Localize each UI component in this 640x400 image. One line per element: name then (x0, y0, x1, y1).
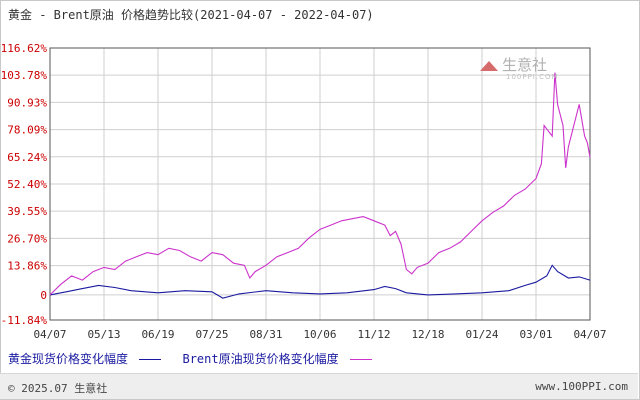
series-line-brent (49, 72, 591, 296)
y-tick-label: 116.62% (1, 42, 48, 55)
y-tick-label: 13.86% (7, 260, 47, 273)
legend-item-brent: Brent原油现货价格变化幅度 (182, 350, 372, 367)
legend: 黄金现货价格变化幅度 Brent原油现货价格变化幅度 (8, 350, 386, 367)
legend-swatch-brent (349, 359, 372, 360)
y-tick-label: 0 (40, 289, 47, 302)
x-tick-label: 04/07 (573, 328, 606, 341)
chart-title: 黄金 - Brent原油 价格趋势比较(2021-04-07 - 2022-04… (8, 8, 374, 22)
series-layer (49, 72, 591, 299)
x-tick-label: 08/31 (249, 328, 282, 341)
x-tick-label: 12/18 (411, 328, 444, 341)
series-line-gold (49, 264, 591, 299)
legend-swatch-gold (139, 359, 162, 360)
x-tick-label: 05/13 (87, 328, 120, 341)
y-tick-label: 26.70% (7, 232, 47, 245)
plot-border (49, 47, 591, 321)
y-tick-labels: 116.62% 103.78% 90.93% 78.09% 65.24% 52.40% 39… (1, 42, 48, 327)
x-tick-label: 04/07 (33, 328, 66, 341)
x-tick-label: 03/01 (519, 328, 552, 341)
footer-copyright: © 2025.07 生意社 (8, 382, 108, 395)
legend-label-brent: Brent原油现货价格变化幅度 (182, 352, 339, 366)
legend-item-gold: 黄金现货价格变化幅度 (8, 350, 162, 367)
watermark-brand: 生意社 (502, 56, 548, 74)
house-icon (480, 60, 498, 71)
y-tick-label: 52.40% (7, 178, 47, 191)
y-tick-label: 103.78% (1, 69, 48, 82)
x-tick-label: 10/06 (303, 328, 336, 341)
x-tick-label: 06/19 (141, 328, 174, 341)
x-tick-label: 11/12 (357, 328, 390, 341)
y-tick-label: 65.24% (7, 151, 47, 164)
x-tick-labels: 04/07 05/13 06/19 07/25 08/31 10/06 11/12 12/18… (33, 328, 606, 341)
footer: © 2025.07 生意社 www.100PPI.com (0, 373, 638, 399)
y-tick-label: 78.09% (7, 124, 47, 137)
watermark-logo: 生意社 100PPI.COM (480, 54, 558, 81)
y-tick-label: 39.55% (7, 205, 47, 218)
grid-layer (49, 47, 591, 321)
x-tick-label: 01/24 (465, 328, 498, 341)
legend-label-gold: 黄金现货价格变化幅度 (8, 352, 129, 366)
watermark-domain: 100PPI.COM (506, 73, 559, 81)
footer-site-link[interactable]: www.100PPI.com (535, 380, 628, 393)
y-tick-label: -11.84% (1, 314, 48, 327)
y-tick-label: 90.93% (7, 96, 47, 109)
x-tick-label: 07/25 (195, 328, 228, 341)
